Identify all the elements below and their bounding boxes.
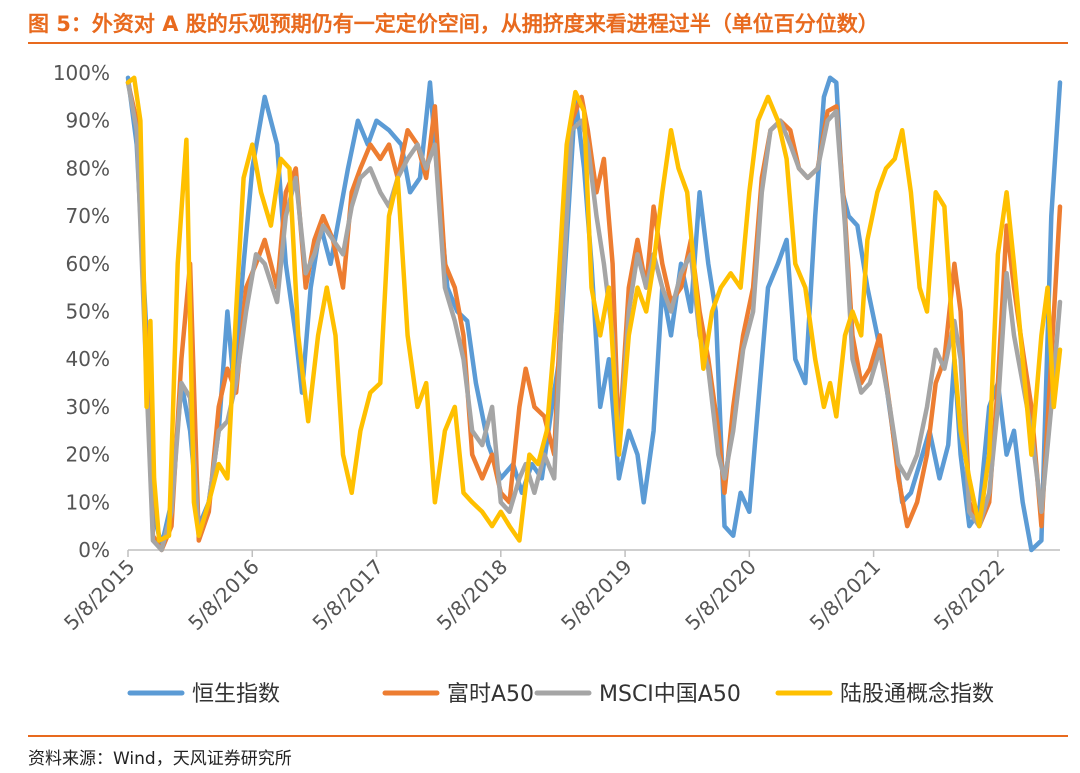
figure-title: 图 5：外资对 A 股的乐观预期仍有一定定价空间，从拥挤度来看进程过半（单位百分… <box>28 12 879 36</box>
source-note: 资料来源：Wind，天风证券研究所 <box>28 749 292 769</box>
x-tick-label: 5/8/2016 <box>183 555 263 635</box>
y-axis: 0% 10% 20% 30% 40% 50% 60% 70% 80% 90% 100% <box>53 61 110 562</box>
title-divider <box>28 42 1068 44</box>
y-tick-label: 10% <box>66 490 110 514</box>
y-tick-label: 60% <box>66 252 110 276</box>
series-lines <box>125 75 1063 553</box>
legend-label: 恒生指数 <box>192 682 280 707</box>
legend-label: 陆股通概念指数 <box>840 682 994 707</box>
y-tick-label: 20% <box>66 443 110 467</box>
legend-label: 富时A50 <box>447 682 534 707</box>
x-tick-label: 5/8/2017 <box>308 555 388 635</box>
x-tick-label: 5/8/2021 <box>805 555 885 635</box>
legend: 恒生指数 富时A50 MSCI中国A50 陆股通概念指数 <box>127 682 994 707</box>
series-line-2 <box>125 80 1063 553</box>
y-tick-label: 40% <box>66 347 110 371</box>
y-tick-label: 70% <box>66 204 110 228</box>
x-tick-label: 5/8/2020 <box>680 555 760 635</box>
y-tick-label: 30% <box>66 395 110 419</box>
y-tick-label: 90% <box>66 109 110 133</box>
y-tick-label: 80% <box>66 156 110 180</box>
x-axis: 5/8/2015 5/8/2016 5/8/2017 5/8/2018 5/8/2019… <box>59 549 1060 635</box>
series-line-0 <box>125 75 1063 553</box>
legend-label: MSCI中国A50 <box>599 682 741 707</box>
series-line-3 <box>125 75 1063 543</box>
y-tick-label: 0% <box>78 538 110 562</box>
series-line-1 <box>125 80 1063 553</box>
x-tick-label: 5/8/2015 <box>59 555 139 635</box>
x-tick-label: 5/8/2022 <box>929 555 1009 635</box>
y-tick-label: 50% <box>66 300 110 324</box>
line-chart: 0% 10% 20% 30% 40% 50% 60% 70% 80% 90% 100% 5/8/20… <box>53 61 1063 707</box>
x-tick-label: 5/8/2019 <box>556 555 636 635</box>
footer-divider <box>28 735 1068 737</box>
y-tick-label: 100% <box>53 61 110 85</box>
x-tick-label: 5/8/2018 <box>432 555 512 635</box>
